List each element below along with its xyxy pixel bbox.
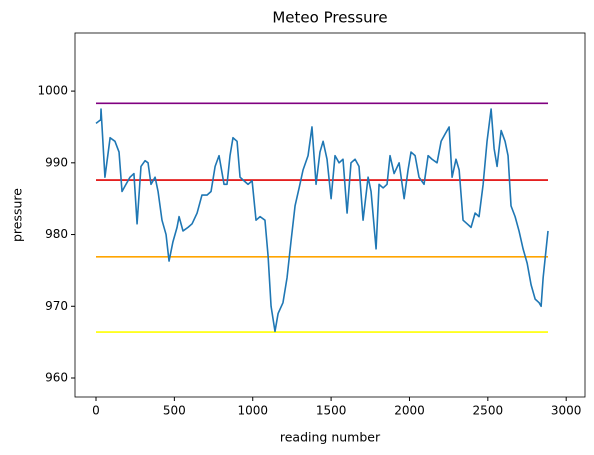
y-tick-label: 980 bbox=[45, 227, 68, 241]
x-tick-label: 3000 bbox=[551, 404, 582, 418]
plot-frame bbox=[74, 32, 586, 398]
x-tick-label: 1000 bbox=[237, 404, 268, 418]
x-tick-label: 0 bbox=[92, 404, 100, 418]
x-axis-label: reading number bbox=[280, 430, 381, 445]
y-axis-label: pressure bbox=[10, 188, 25, 242]
y-tick-label: 960 bbox=[45, 370, 68, 384]
x-tick-label: 2500 bbox=[473, 404, 504, 418]
x-tick-label: 1500 bbox=[316, 404, 347, 418]
y-tick-label: 970 bbox=[45, 299, 68, 313]
chart-title: Meteo Pressure bbox=[272, 9, 387, 27]
x-tick-label: 500 bbox=[163, 404, 186, 418]
x-tick-label: 2000 bbox=[394, 404, 425, 418]
data-line bbox=[95, 108, 549, 333]
y-tick-label: 990 bbox=[45, 155, 68, 169]
y-tick-label: 1000 bbox=[37, 84, 68, 98]
